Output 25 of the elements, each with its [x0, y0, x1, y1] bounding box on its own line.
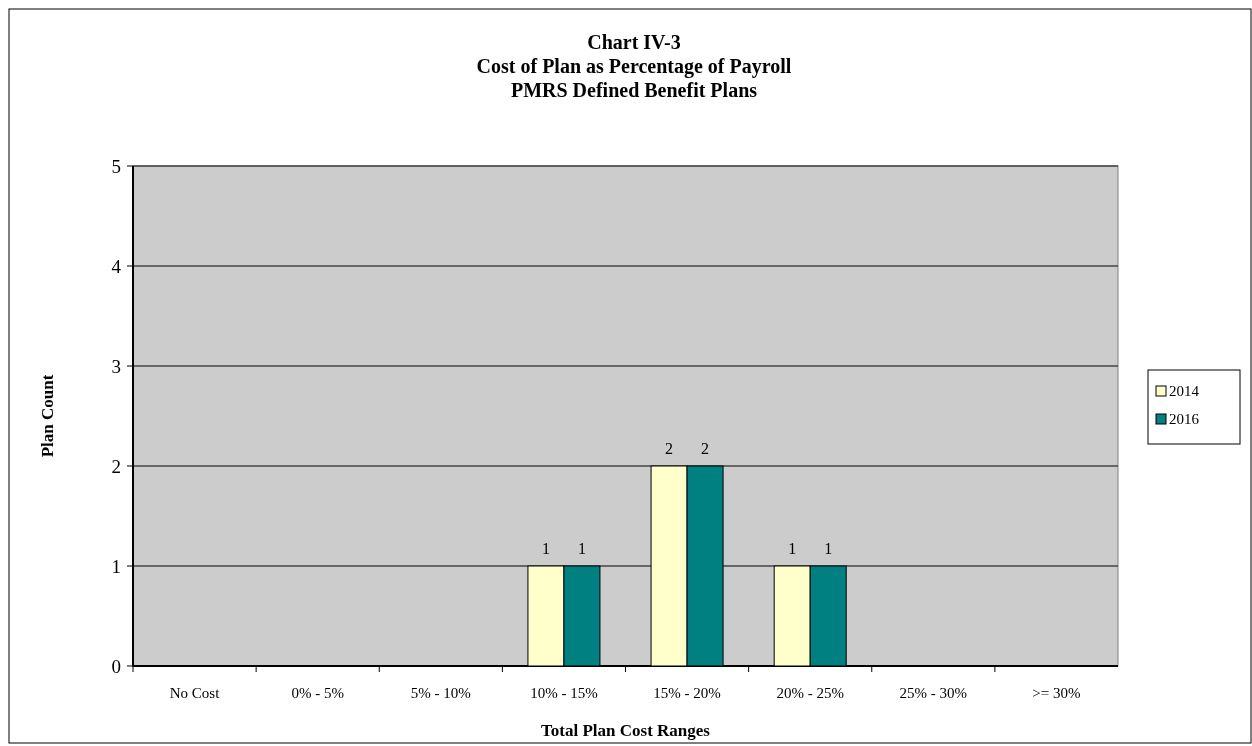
- x-axis-title: Total Plan Cost Ranges: [541, 721, 711, 740]
- y-tick-label: 4: [111, 255, 122, 277]
- x-tick-label: 25% - 30%: [899, 685, 968, 701]
- data-label: 1: [788, 540, 797, 557]
- data-label: 1: [541, 540, 550, 557]
- y-tick-label: 0: [111, 655, 121, 677]
- y-tick-label: 2: [111, 455, 121, 477]
- x-tick-label: 0% - 5%: [291, 685, 344, 701]
- data-label: 2: [665, 440, 674, 457]
- x-tick-label: 10% - 15%: [530, 685, 598, 701]
- legend-label: 2016: [1169, 411, 1200, 427]
- y-tick-label: 1: [111, 555, 121, 577]
- chart-title: Chart IV-3 Cost of Plan as Percentage of Payroll PMRS Defined Benefit Plans: [476, 31, 792, 101]
- legend-label: 2014: [1169, 383, 1200, 399]
- data-label: 1: [577, 540, 586, 557]
- y-tick-label: 5: [111, 155, 121, 177]
- x-tick-label: 5% - 10%: [410, 685, 471, 701]
- data-label: 1: [824, 540, 833, 557]
- y-tick-label: 3: [111, 355, 121, 377]
- x-tick-label: >= 30%: [1032, 685, 1081, 701]
- x-tick-label: 15% - 20%: [653, 685, 721, 701]
- data-label: 2: [701, 440, 710, 457]
- y-axis-title: Plan Count: [38, 374, 57, 458]
- x-tick-label: No Cost: [169, 685, 221, 701]
- x-tick-label: 20% - 25%: [776, 685, 844, 701]
